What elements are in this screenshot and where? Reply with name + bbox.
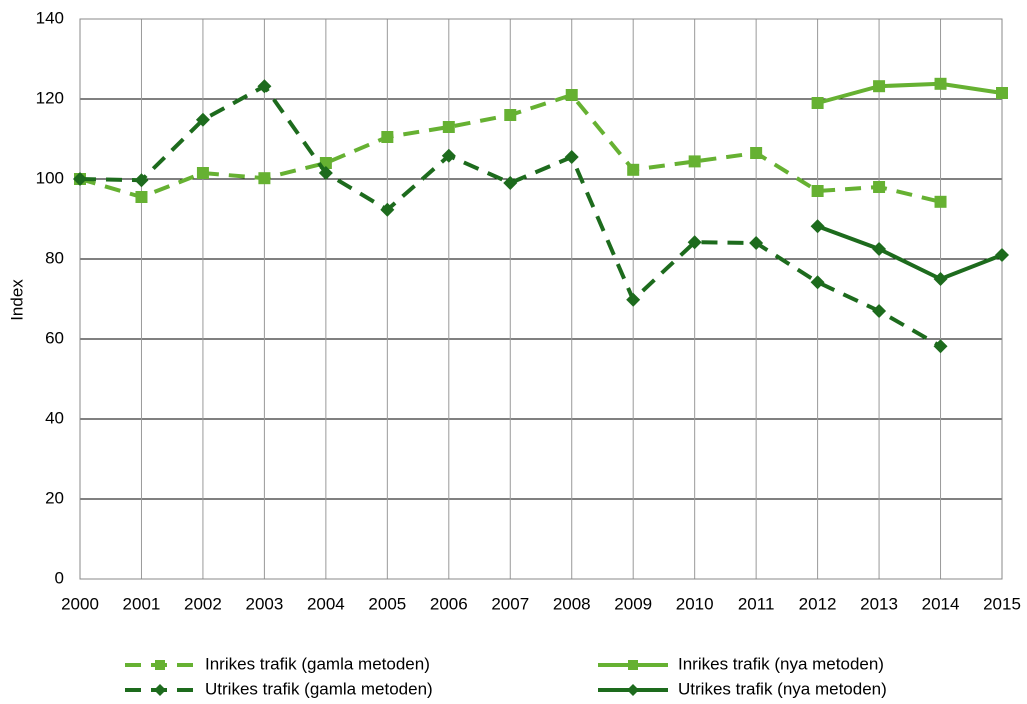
marker (258, 172, 271, 185)
y-tick-label: 40 (45, 408, 64, 427)
x-tick-label: 2012 (799, 594, 837, 613)
y-tick-label: 60 (45, 328, 64, 347)
marker (627, 684, 639, 696)
marker (687, 235, 702, 250)
legend-label: Utrikes trafik (gamla metoden) (205, 679, 433, 698)
marker (628, 660, 638, 670)
x-tick-label: 2000 (61, 594, 99, 613)
marker (934, 195, 947, 208)
series-line (816, 224, 1003, 282)
y-tick-label: 0 (55, 568, 64, 587)
x-tick-label: 2003 (245, 594, 283, 613)
legend-item: Utrikes trafik (gamla metoden) (125, 679, 433, 698)
marker (873, 80, 886, 93)
marker (565, 89, 578, 101)
marker (750, 147, 763, 159)
x-tick-label: 2014 (922, 594, 960, 613)
x-tick-label: 2006 (430, 594, 468, 613)
x-tick-label: 2008 (553, 594, 591, 613)
marker (441, 148, 456, 163)
x-tick-label: 2005 (368, 594, 406, 613)
legend-label: Inrikes trafik (gamla metoden) (205, 654, 430, 673)
marker (380, 202, 395, 217)
x-tick-label: 2015 (983, 594, 1021, 613)
marker (318, 166, 333, 180)
y-tick-label: 140 (36, 8, 64, 27)
marker (872, 304, 887, 318)
marker (73, 172, 87, 186)
marker (195, 112, 210, 127)
marker (933, 339, 948, 354)
x-tick-label: 2004 (307, 594, 345, 613)
legend-item: Inrikes trafik (gamla metoden) (125, 654, 430, 673)
series-line (817, 81, 1003, 105)
x-tick-label: 2011 (738, 594, 775, 613)
marker (688, 155, 701, 168)
x-tick-label: 2001 (123, 594, 161, 613)
marker (135, 191, 148, 203)
y-axis-label: Index (7, 279, 26, 321)
marker (257, 79, 272, 94)
y-tick-label: 20 (45, 488, 64, 507)
legend-item: Utrikes trafik (nya metoden) (598, 679, 887, 698)
marker (995, 248, 1009, 262)
legend-item: Inrikes trafik (nya metoden) (598, 654, 884, 673)
marker (381, 131, 394, 143)
marker (564, 150, 579, 164)
marker (749, 236, 764, 250)
marker (442, 121, 455, 133)
x-tick-label: 2009 (614, 594, 652, 613)
x-tick-label: 2010 (676, 594, 714, 613)
marker (627, 163, 640, 176)
marker (811, 97, 824, 109)
marker (196, 167, 209, 179)
marker (810, 219, 825, 234)
marker (934, 77, 947, 90)
marker (811, 185, 824, 197)
legend-label: Inrikes trafik (nya metoden) (678, 654, 884, 673)
marker (154, 684, 166, 696)
marker (626, 292, 641, 307)
plot-border (79, 18, 1003, 580)
marker (504, 109, 517, 121)
marker (155, 660, 165, 670)
y-tick-label: 80 (45, 248, 64, 267)
x-tick-label: 2013 (860, 594, 898, 613)
legend-label: Utrikes trafik (nya metoden) (678, 679, 887, 698)
marker (873, 181, 886, 193)
series-line (79, 83, 942, 348)
marker (933, 272, 948, 286)
x-tick-label: 2002 (184, 594, 222, 613)
x-tick-label: 2007 (491, 594, 529, 613)
marker (503, 176, 518, 190)
marker (996, 87, 1008, 99)
marker (810, 275, 825, 290)
y-tick-label: 100 (36, 168, 64, 187)
marker (872, 242, 887, 256)
y-tick-label: 120 (36, 88, 64, 107)
marker (134, 173, 149, 188)
